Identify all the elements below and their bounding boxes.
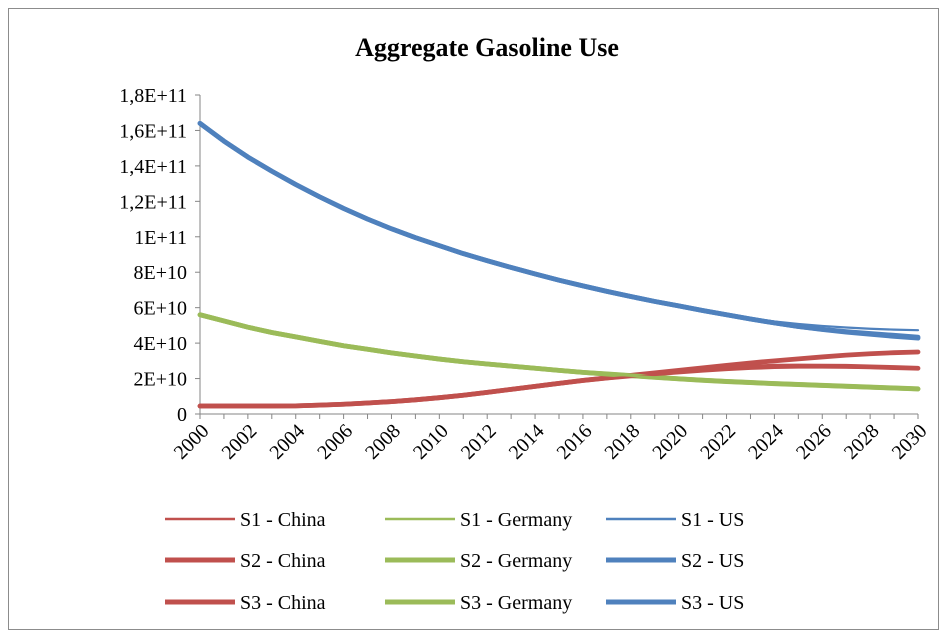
- x-tick-label: 2012: [457, 420, 501, 464]
- series-line-s1-germany: [198, 313, 920, 391]
- x-tick-label: 2028: [840, 420, 884, 464]
- legend-label-s3-us: S3 - US: [681, 592, 744, 614]
- y-tick-label: 1,4E+11: [119, 156, 187, 178]
- legend-label-s1-china: S1 - China: [240, 509, 326, 531]
- legend-label-s3-china: S3 - China: [240, 592, 326, 614]
- series-line-s1-us: [198, 122, 920, 332]
- x-tick-label: 2006: [313, 420, 357, 464]
- y-tick-label: 1,6E+11: [119, 120, 187, 142]
- x-tick-label: 2010: [409, 420, 453, 464]
- series-line-s1-china: [198, 366, 920, 408]
- legend-label-s2-china: S2 - China: [240, 550, 326, 572]
- x-tick-label: 2020: [648, 420, 692, 464]
- legend-label-s2-us: S2 - US: [681, 550, 744, 572]
- legend-label-s3-germany: S3 - Germany: [460, 592, 572, 614]
- y-tick-label: 1,8E+11: [119, 85, 187, 107]
- y-tick-label: 6E+10: [134, 298, 188, 320]
- x-tick-label: 2004: [265, 420, 309, 464]
- x-tick-label: 2008: [361, 420, 405, 464]
- x-tick-label: 2026: [792, 420, 836, 464]
- legend: S1 - China S1 - Germany S1 - US S2 - China S…: [165, 509, 744, 614]
- y-tick-label: 2E+10: [134, 369, 188, 391]
- y-tick-label: 1E+11: [134, 227, 187, 249]
- series-line-s3-us: [197, 120, 921, 341]
- y-tick-label: 1,2E+11: [119, 191, 187, 213]
- x-tick-label: 2016: [553, 420, 597, 464]
- chart-title: Aggregate Gasoline Use: [355, 33, 619, 62]
- legend-label-s1-germany: S1 - Germany: [460, 509, 572, 531]
- x-tick-label: 2022: [696, 420, 740, 464]
- y-tick-label: 8E+10: [134, 262, 188, 284]
- x-tick-label: 2002: [218, 420, 262, 464]
- series-line-s3-china: [197, 349, 921, 409]
- x-tick-label: 2030: [888, 420, 932, 464]
- series-line-s2-us: [197, 120, 921, 340]
- series-layer: [197, 120, 921, 409]
- y-tick-label: 4E+10: [134, 333, 188, 355]
- x-tick-label: 2024: [744, 420, 788, 464]
- x-tick-label: 2014: [505, 420, 549, 464]
- chart-frame: [8, 8, 939, 630]
- legend-label-s1-us: S1 - US: [681, 509, 744, 531]
- legend-label-s2-germany: S2 - Germany: [460, 550, 572, 572]
- x-tick-label: 2018: [600, 420, 644, 464]
- x-tick-label: 2000: [170, 420, 214, 464]
- y-tick-label: 0: [177, 404, 187, 426]
